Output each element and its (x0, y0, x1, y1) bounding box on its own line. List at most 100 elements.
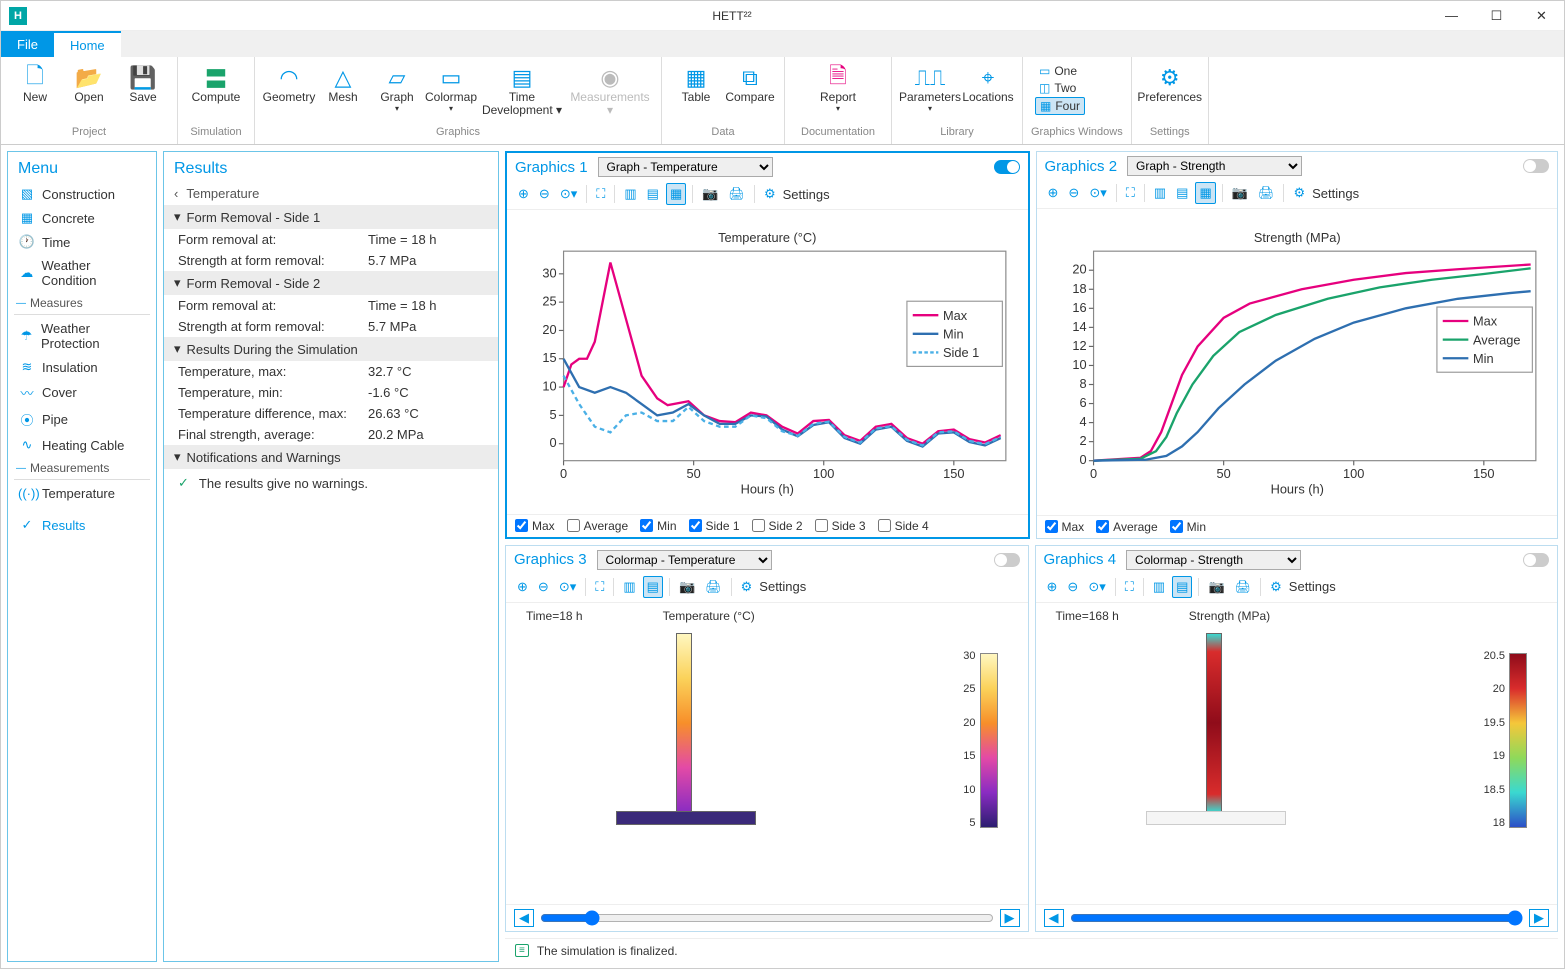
zoom-reset-icon[interactable]: ⊙▾ (1086, 183, 1109, 203)
g3-select[interactable]: Colormap - Temperature (597, 550, 772, 570)
menu-construction[interactable]: ▧Construction (14, 182, 150, 206)
g1-settings-link[interactable]: Settings (783, 187, 830, 202)
menu-weather-protection[interactable]: ☂Weather Protection (14, 317, 150, 355)
grid1-icon[interactable]: ▥ (621, 184, 639, 204)
g4-next-button[interactable]: ▶ (1529, 909, 1549, 927)
grid1-icon[interactable]: ▥ (1151, 183, 1169, 203)
mesh-button[interactable]: △Mesh (317, 61, 369, 108)
grid2-icon[interactable]: ▤ (643, 576, 663, 598)
g1-toggle[interactable] (994, 160, 1020, 174)
g2-check-min[interactable]: Min (1170, 520, 1206, 534)
g4-toggle[interactable] (1523, 553, 1549, 567)
maximize-button[interactable]: ☐ (1474, 1, 1519, 31)
new-button[interactable]: 🗋New (9, 61, 61, 108)
timedev-button[interactable]: ▤Time Development ▾ (479, 61, 565, 121)
zoom-in-icon[interactable]: ⊕ (515, 184, 532, 204)
g1-check-s1[interactable]: Side 1 (689, 519, 740, 533)
settings-icon[interactable]: ⚙ (1267, 577, 1285, 597)
grid2-icon[interactable]: ▤ (644, 184, 662, 204)
graph-button[interactable]: ▱Graph▾ (371, 61, 423, 117)
menu-temperature[interactable]: ((·))Temperature (14, 482, 150, 505)
grid1-icon[interactable]: ▥ (620, 577, 638, 597)
zoom-reset-icon[interactable]: ⊙▾ (1085, 577, 1108, 597)
grid2-icon[interactable]: ▤ (1172, 576, 1192, 598)
menu-results[interactable]: ✓Results (14, 513, 150, 537)
zoom-in-icon[interactable]: ⊕ (514, 577, 531, 597)
geometry-button[interactable]: ◠Geometry (263, 61, 315, 108)
g3-prev-button[interactable]: ◀ (514, 909, 534, 927)
g4-time-slider[interactable] (1070, 910, 1524, 926)
g2-settings-link[interactable]: Settings (1312, 186, 1359, 201)
g1-check-s3[interactable]: Side 3 (815, 519, 866, 533)
zoom-reset-icon[interactable]: ⊙▾ (556, 577, 579, 597)
settings-icon[interactable]: ⚙ (738, 577, 756, 597)
g4-settings-link[interactable]: Settings (1289, 579, 1336, 594)
g1-check-avg[interactable]: Average (567, 519, 628, 533)
results-breadcrumb[interactable]: ‹Temperature (164, 182, 498, 205)
fit-icon[interactable]: ⛶ (593, 184, 608, 204)
menu-concrete[interactable]: ▦Concrete (14, 206, 150, 230)
windows-two[interactable]: ◫Two (1035, 80, 1085, 96)
camera-icon[interactable]: 📷 (1229, 183, 1251, 203)
g3-toggle[interactable] (994, 553, 1020, 567)
compute-button[interactable]: 〓Compute (186, 61, 246, 108)
g3-next-button[interactable]: ▶ (1000, 909, 1020, 927)
zoom-in-icon[interactable]: ⊕ (1045, 183, 1062, 203)
menu-cover[interactable]: 〰Cover (14, 379, 150, 406)
fit-icon[interactable]: ⛶ (592, 577, 607, 597)
tab-file[interactable]: File (1, 31, 54, 57)
menu-weather[interactable]: ☁Weather Condition (14, 254, 150, 292)
g1-select[interactable]: Graph - Temperature (598, 157, 773, 177)
g2-check-avg[interactable]: Average (1096, 520, 1157, 534)
zoom-out-icon[interactable]: ⊖ (1065, 183, 1082, 203)
compare-button[interactable]: ⧉Compare (724, 61, 776, 108)
g1-check-min[interactable]: Min (640, 519, 676, 533)
windows-four[interactable]: ▦Four (1035, 97, 1085, 115)
open-button[interactable]: 📂Open (63, 61, 115, 108)
windows-one[interactable]: ▭One (1035, 63, 1085, 79)
accordion-side2[interactable]: ▾Form Removal - Side 2 (164, 271, 498, 295)
g1-check-max[interactable]: Max (515, 519, 555, 533)
fit-icon[interactable]: ⛶ (1123, 183, 1138, 203)
preferences-button[interactable]: ⚙Preferences (1140, 61, 1200, 108)
report-button[interactable]: 🗎Report▾ (793, 61, 883, 117)
fit-icon[interactable]: ⛶ (1122, 577, 1137, 597)
menu-insulation[interactable]: ≋Insulation (14, 355, 150, 379)
grid3-icon[interactable]: ▦ (666, 183, 686, 205)
g2-select[interactable]: Graph - Strength (1127, 156, 1302, 176)
save-button[interactable]: 💾Save (117, 61, 169, 108)
locations-button[interactable]: ⌖Locations (962, 61, 1014, 108)
camera-icon[interactable]: 📷 (1205, 577, 1227, 597)
grid2-icon[interactable]: ▤ (1173, 183, 1191, 203)
menu-pipe[interactable]: ⦿Pipe (14, 406, 150, 433)
tab-home[interactable]: Home (54, 31, 121, 57)
print-icon[interactable]: 🖨 (1232, 577, 1255, 597)
zoom-in-icon[interactable]: ⊕ (1044, 577, 1061, 597)
camera-icon[interactable]: 📷 (676, 577, 698, 597)
g3-time-slider[interactable] (540, 910, 994, 926)
accordion-notif[interactable]: ▾Notifications and Warnings (164, 445, 498, 469)
g1-check-s2[interactable]: Side 2 (752, 519, 803, 533)
g2-chart[interactable]: Strength (MPa)Hours (h)05010015002468101… (1037, 209, 1558, 515)
g4-select[interactable]: Colormap - Strength (1126, 550, 1301, 570)
zoom-reset-icon[interactable]: ⊙▾ (557, 184, 580, 204)
menu-time[interactable]: 🕐Time (14, 230, 150, 254)
colormap-button[interactable]: ▭Colormap▾ (425, 61, 477, 117)
g3-chart[interactable]: Time=18 h Temperature (°C) 30252015105 (506, 603, 1028, 905)
zoom-out-icon[interactable]: ⊖ (1064, 577, 1081, 597)
zoom-out-icon[interactable]: ⊖ (536, 184, 553, 204)
g4-prev-button[interactable]: ◀ (1044, 909, 1064, 927)
minimize-button[interactable]: — (1429, 1, 1474, 31)
grid3-icon[interactable]: ▦ (1195, 182, 1215, 204)
g3-settings-link[interactable]: Settings (759, 579, 806, 594)
print-icon[interactable]: 🖨 (702, 577, 725, 597)
grid1-icon[interactable]: ▥ (1150, 577, 1168, 597)
print-icon[interactable]: 🖨 (1255, 183, 1278, 203)
close-button[interactable]: ✕ (1519, 1, 1564, 31)
g2-toggle[interactable] (1523, 159, 1549, 173)
g4-chart[interactable]: Time=168 h Strength (MPa) 20.52019.51918… (1036, 603, 1558, 905)
settings-icon[interactable]: ⚙ (1290, 183, 1308, 203)
g2-check-max[interactable]: Max (1045, 520, 1085, 534)
camera-icon[interactable]: 📷 (699, 184, 721, 204)
parameters-button[interactable]: ⎍⎍Parameters▾ (900, 61, 960, 117)
